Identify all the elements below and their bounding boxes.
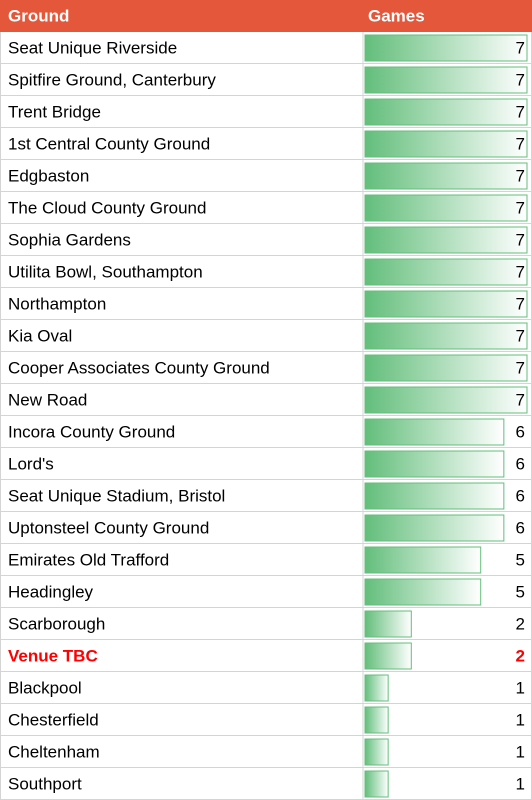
- ground-name: New Road: [8, 390, 87, 409]
- data-bar: [364, 418, 505, 446]
- ground-name: Utilita Bowl, Southampton: [8, 262, 203, 281]
- data-bar: [364, 226, 528, 254]
- data-bar: [364, 66, 528, 94]
- ground-name: Incora County Ground: [8, 422, 175, 441]
- data-bar: [364, 194, 528, 222]
- ground-name: Venue TBC: [8, 646, 98, 665]
- data-bar: [364, 322, 528, 350]
- data-bar: [364, 706, 389, 734]
- games-count: 1: [516, 710, 525, 729]
- ground-name: Seat Unique Stadium, Bristol: [8, 486, 225, 505]
- games-count: 7: [516, 102, 525, 121]
- ground-name: Cheltenham: [8, 742, 100, 761]
- games-count: 7: [516, 390, 525, 409]
- ground-name: Trent Bridge: [8, 102, 101, 121]
- games-count: 7: [516, 358, 525, 377]
- ground-name: 1st Central County Ground: [8, 134, 210, 153]
- ground-name: Cooper Associates County Ground: [8, 358, 270, 377]
- games-count: 5: [516, 550, 525, 569]
- ground-name: Uptonsteel County Ground: [8, 518, 209, 537]
- games-count: 2: [516, 614, 525, 633]
- games-count: 7: [516, 326, 525, 345]
- data-bar: [364, 770, 389, 798]
- games-count: 7: [516, 198, 525, 217]
- data-bar: [364, 642, 412, 670]
- data-bar: [364, 546, 482, 574]
- data-bar: [364, 738, 389, 766]
- ground-name: Blackpool: [8, 678, 82, 697]
- games-count: 7: [516, 134, 525, 153]
- ground-name: The Cloud County Ground: [8, 198, 206, 217]
- ground-name: Spitfire Ground, Canterbury: [8, 70, 216, 89]
- games-count: 6: [516, 422, 525, 441]
- header-games: Games: [368, 6, 425, 25]
- games-count: 7: [516, 166, 525, 185]
- games-count: 7: [516, 294, 525, 313]
- ground-name: Southport: [8, 774, 82, 793]
- games-count: 6: [516, 454, 525, 473]
- data-bar: [364, 258, 528, 286]
- ground-name: Emirates Old Trafford: [8, 550, 169, 569]
- data-bar: [364, 578, 482, 606]
- games-count: 7: [516, 262, 525, 281]
- data-bar: [364, 514, 505, 542]
- data-bar: [364, 130, 528, 158]
- games-count: 7: [516, 70, 525, 89]
- header-ground: Ground: [8, 6, 69, 25]
- data-bar: [364, 386, 528, 414]
- data-bar: [364, 354, 528, 382]
- games-count: 2: [516, 646, 525, 665]
- ground-name: Chesterfield: [8, 710, 99, 729]
- ground-name: Scarborough: [8, 614, 105, 633]
- data-bar: [364, 98, 528, 126]
- data-bar: [364, 34, 528, 62]
- games-count: 7: [516, 38, 525, 57]
- games-count: 5: [516, 582, 525, 601]
- games-count: 1: [516, 742, 525, 761]
- ground-name: Sophia Gardens: [8, 230, 131, 249]
- data-bar: [364, 450, 505, 478]
- ground-name: Edgbaston: [8, 166, 89, 185]
- games-count: 6: [516, 518, 525, 537]
- ground-name: Kia Oval: [8, 326, 72, 345]
- games-count: 7: [516, 230, 525, 249]
- games-count: 1: [516, 678, 525, 697]
- ground-name: Northampton: [8, 294, 106, 313]
- ground-name: Lord's: [8, 454, 54, 473]
- header-row: [0, 0, 532, 32]
- games-count: 1: [516, 774, 525, 793]
- data-bar: [364, 674, 389, 702]
- data-bar: [364, 290, 528, 318]
- data-bar: [364, 610, 412, 638]
- data-bar: [364, 162, 528, 190]
- games-count: 6: [516, 486, 525, 505]
- ground-name: Headingley: [8, 582, 94, 601]
- ground-name: Seat Unique Riverside: [8, 38, 177, 57]
- data-bar: [364, 482, 505, 510]
